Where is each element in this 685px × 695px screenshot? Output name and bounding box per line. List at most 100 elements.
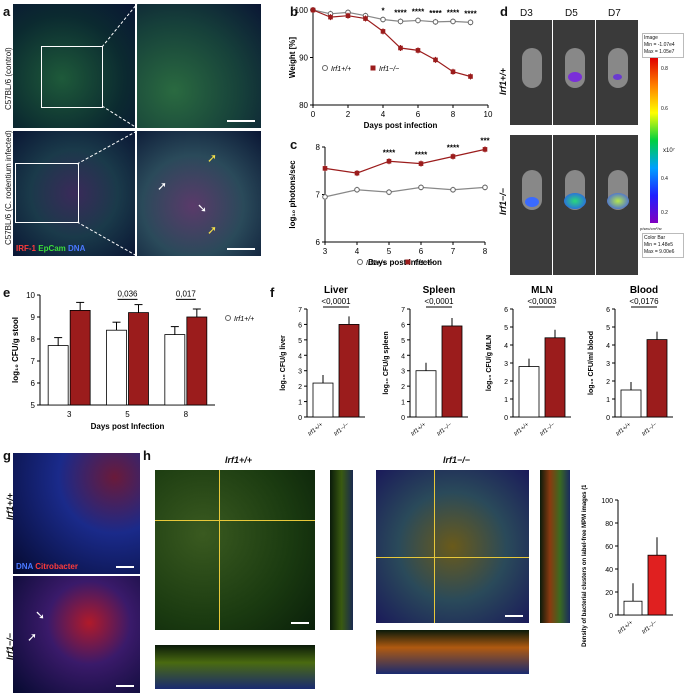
y-tick-label: 2 <box>504 379 508 386</box>
data-point <box>345 13 351 18</box>
data-point <box>482 147 488 152</box>
significance-label: * <box>381 7 385 16</box>
y-axis-label: log₁₀ CFU/g stool <box>11 317 20 383</box>
legend-irf1: IRF-1 <box>16 244 36 253</box>
legend-label-wt: Irf1+/+ <box>234 316 254 323</box>
y-tick-label: 4 <box>401 353 405 360</box>
y-tick-label: 80 <box>299 101 308 110</box>
ivis-colorbar <box>650 58 658 223</box>
ivis-ko-d5 <box>553 135 595 275</box>
panel-b-label: b <box>290 4 298 19</box>
x-tick-label: Irf1+/+ <box>307 422 325 438</box>
x-tick-label: 8 <box>483 247 488 256</box>
data-point <box>415 48 421 53</box>
bar <box>623 600 643 616</box>
data-point <box>432 19 439 25</box>
significance-label: <0,0001 <box>424 297 454 306</box>
legend-g-dna: DNA <box>16 562 34 571</box>
chart-f-spleen: Spleen 0 1 2 3 4 5 6 7 log₁₀ CFU/g spleen Irf1+/+ I… <box>383 285 468 438</box>
mpm-ko-xy <box>376 470 529 623</box>
data-point <box>322 166 328 171</box>
legend-epcam: EpCam <box>38 244 66 253</box>
data-point <box>310 7 316 13</box>
significance-label: 0,036 <box>117 289 138 298</box>
x-tick-label: 8 <box>451 110 456 119</box>
legend-marker-ko <box>405 259 411 265</box>
data-point <box>380 29 386 34</box>
panel-d-row2-label: Irf1−/− <box>498 187 508 215</box>
y-tick-label: 60 <box>605 544 613 551</box>
x-tick-label: 5 <box>125 410 130 419</box>
significance-label: **** <box>415 151 428 160</box>
ivis-colorbar-info: Color Bar Min = 1.48e5 Max = 9.00e6 <box>642 233 684 258</box>
x-tick-label: Irf1−/− <box>641 422 659 438</box>
day-label-d3: D3 <box>520 8 533 19</box>
y-tick-label: 2 <box>606 379 610 386</box>
legend-label-ko: Irf1−/− <box>379 66 399 73</box>
y-tick-label: 2 <box>401 384 405 391</box>
x-tick-label: 3 <box>323 247 328 256</box>
data-point <box>363 16 368 21</box>
data-point <box>354 170 360 176</box>
significance-label: **** <box>383 148 396 157</box>
info-top-1: Min = -1.07e4 <box>644 42 675 48</box>
bar <box>544 337 566 418</box>
significance-label: <0,0003 <box>527 297 557 306</box>
day-label-d5: D5 <box>565 8 578 19</box>
x-tick-label: Irf1−/− <box>641 620 659 636</box>
y-axis-label: log₁₀ CFU/g MLN <box>486 335 493 391</box>
y-tick-label: 6 <box>401 322 405 329</box>
y-tick-label: 4 <box>298 353 302 360</box>
info-bot-2: Max = 9.00e6 <box>644 249 675 255</box>
mpm-wt-yz <box>330 470 353 630</box>
significance-label: *** <box>480 136 490 145</box>
mpm-ko-xz <box>376 630 529 674</box>
x-tick-label: 0 <box>311 110 316 119</box>
data-point <box>450 18 456 25</box>
bar <box>312 382 334 418</box>
micrograph-a3: IRF-1 EpCam DNA <box>13 131 135 256</box>
y-tick-label: 5 <box>606 325 610 332</box>
bar <box>518 366 540 418</box>
x-tick-label: Irf1+/+ <box>410 422 428 438</box>
y-tick-label: 6 <box>316 238 321 247</box>
legend-label-wt: Irf1+/+ <box>331 66 351 73</box>
ivis-wt-d3 <box>510 20 552 125</box>
y-axis-label: Weight [%] <box>288 37 297 79</box>
ivis-ko-d7 <box>596 135 638 275</box>
significance-label: **** <box>394 8 407 17</box>
data-point <box>386 189 392 195</box>
chart-c: 3 4 5 6 7 8 6 7 8 Days post infection log₁₀ photon… <box>288 136 491 267</box>
y-tick-label: 0 <box>401 415 405 422</box>
legend-marker-wt <box>225 315 231 321</box>
x-tick-label: Irf1+/+ <box>513 422 531 438</box>
y-tick-label: 6 <box>298 322 302 329</box>
data-point <box>380 16 386 23</box>
ivis-ko-d3 <box>510 135 552 275</box>
y-tick-label: 9 <box>31 313 36 322</box>
x-tick-label: 4 <box>381 110 386 119</box>
bar <box>646 339 668 418</box>
x-tick-label: 10 <box>484 110 493 119</box>
y-tick-label: 1 <box>298 400 302 407</box>
bar <box>415 370 437 418</box>
data-point <box>450 69 456 75</box>
y-tick-label: 5 <box>298 338 302 345</box>
zoom-lines-a <box>76 3 138 257</box>
series-line <box>312 9 471 78</box>
ivis-image-info: Image Min = -1.07e4 Max = 1.05e7 <box>642 33 684 58</box>
y-tick-label: 2 <box>298 384 302 391</box>
mpm-wt-xy <box>155 470 315 630</box>
y-tick-label: 7 <box>298 307 302 314</box>
y-tick-label: 0 <box>298 415 302 422</box>
x-tick-label: Irf1−/− <box>539 422 557 438</box>
colorbar-unit: x10⁷ <box>663 148 675 154</box>
info-top-2: Max = 1.05e7 <box>644 49 675 55</box>
panel-c-label: c <box>290 137 298 152</box>
data-point <box>397 18 404 25</box>
significance-label: **** <box>412 7 425 16</box>
y-tick-label: 4 <box>504 343 508 350</box>
y-tick-label: 3 <box>298 369 302 376</box>
info-bot-0: Color Bar <box>644 235 666 241</box>
legend-label-ko: Irf1−/− <box>414 260 434 267</box>
